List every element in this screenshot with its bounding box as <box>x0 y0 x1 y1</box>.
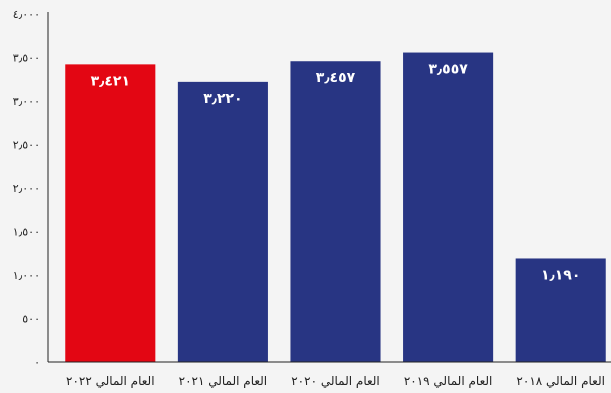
y-axis-ticks: ٠ ٥٠٠ ١٫٠٠٠ ١٫٥٠٠ ٢٫٠٠٠ ٢٫٥٠٠ ٣٫٠٠٠ ٣٫٥٠٠ ٤٫٠٠٠ <box>13 8 40 369</box>
y-tick-label: ٣٫٥٠٠ <box>13 52 40 65</box>
y-tick-label: ٣٫٠٠٠ <box>13 95 40 108</box>
bar-value-label: ١٫١٩٠ <box>541 267 580 283</box>
y-tick-label: ٠ <box>34 356 40 369</box>
bar-value-label: ٣٫٥٥٧ <box>428 62 468 78</box>
y-tick-label: ١٫٥٠٠ <box>13 226 40 239</box>
category-label: العام المالي ٢٠١٩ <box>404 374 493 388</box>
y-tick-label: ٢٫٠٠٠ <box>13 182 40 195</box>
bar <box>177 81 268 363</box>
bars <box>65 52 606 363</box>
bar-value-label: ٣٫٤٢١ <box>91 73 130 89</box>
category-label: العام المالي ٢٠٢٠ <box>291 374 380 388</box>
bar <box>290 61 381 363</box>
category-label: العام المالي ٢٠٢١ <box>179 374 268 388</box>
category-label: العام المالي ٢٠٢٢ <box>66 374 155 388</box>
y-tick-label: ٤٫٠٠٠ <box>13 8 40 21</box>
bar <box>515 258 606 362</box>
y-tick-label: ٥٠٠ <box>22 313 40 326</box>
bar-value-label: ٣٫٤٥٧ <box>316 70 356 86</box>
bar-value-label: ٣٫٢٢٠ <box>203 91 242 107</box>
category-label: العام المالي ٢٠١٨ <box>516 374 605 388</box>
y-tick-label: ٢٫٥٠٠ <box>13 139 40 152</box>
bar <box>65 64 156 363</box>
y-tick-label: ١٫٠٠٠ <box>13 269 40 282</box>
category-labels: العام المالي ٢٠٢٢ العام المالي ٢٠٢١ العام … <box>66 374 605 388</box>
value-labels: ٣٫٤٢١ ٣٫٢٢٠ ٣٫٤٥٧ ٣٫٥٥٧ ١٫١٩٠ <box>91 62 581 284</box>
bar <box>403 52 494 362</box>
